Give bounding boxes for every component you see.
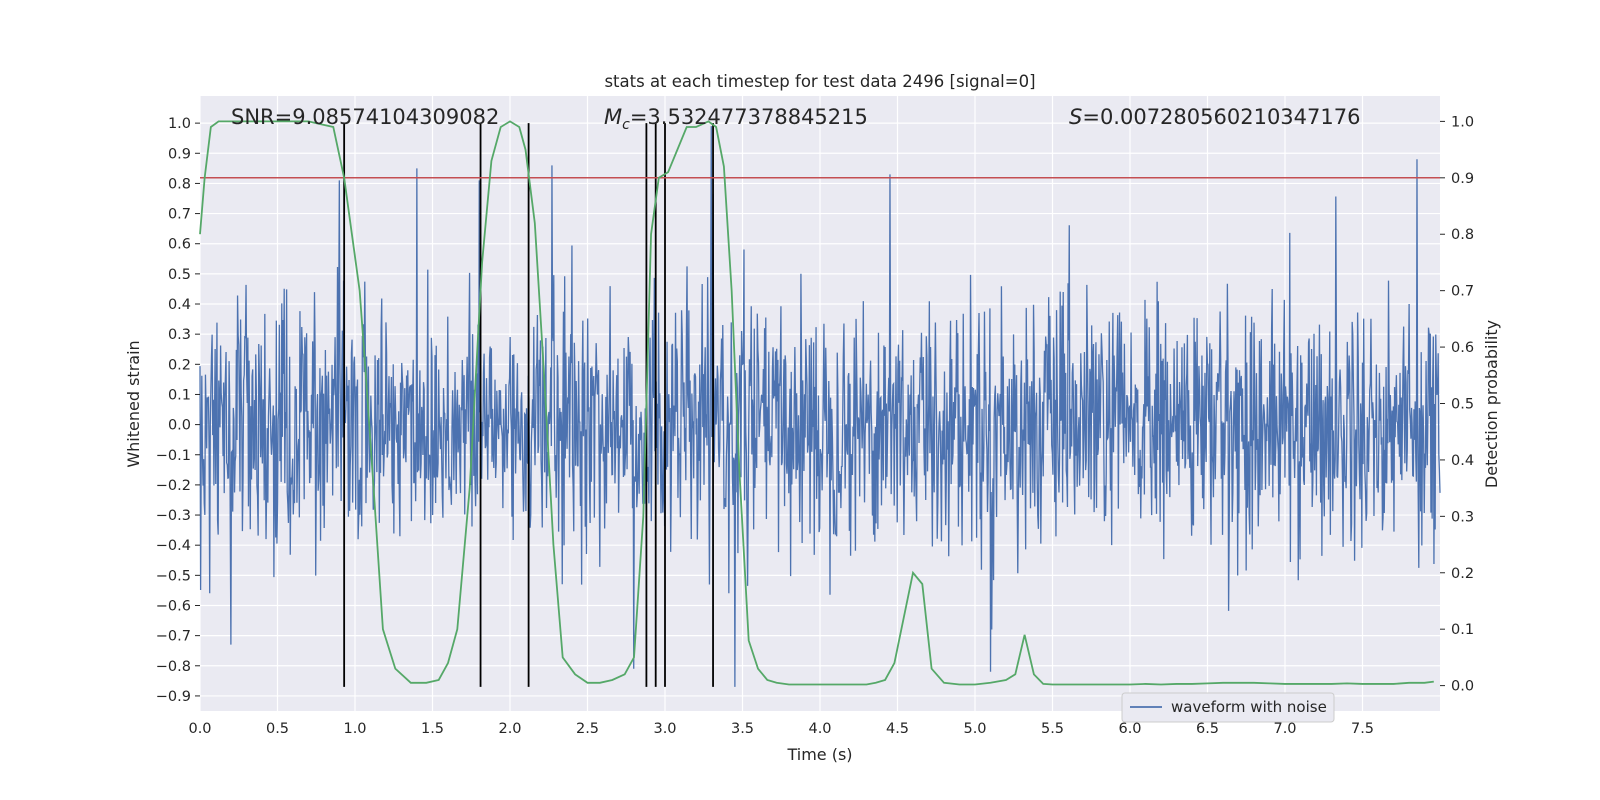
x-axis-label: Time (s) [786, 745, 852, 764]
probability-line [199, 120, 1434, 686]
y-tick-label-10: 0.1 [168, 387, 191, 403]
x-tick-label-10: 5.0 [963, 721, 986, 737]
y-axis-label: Whitened strain [124, 340, 143, 467]
y-tick-label-4: −0.5 [156, 568, 191, 584]
y-axis-ticks: −0.9 −0.8 −0.7 −0.6 −0.5 −0.4 −0.3 −0.2 −0.1 0.0 0… [156, 116, 200, 705]
x-tick-label-12: 6.0 [1118, 721, 1141, 737]
y-tick-label-11: 0.2 [168, 357, 191, 373]
y-tick-label-6: −0.3 [156, 508, 191, 524]
x-tick-label-8: 4.0 [808, 721, 831, 737]
y2-tick-label-3: 0.3 [1451, 509, 1474, 525]
x-tick-label-1: 0.5 [266, 721, 289, 737]
y2-axis-ticks: 0.0 0.1 0.2 0.3 0.4 0.5 0.6 0.7 0.8 0.9 1.0 [1440, 114, 1474, 695]
waveform-series [199, 126, 1441, 687]
x-tick-label-13: 6.5 [1196, 721, 1219, 737]
y2-tick-label-10: 1.0 [1451, 114, 1474, 130]
y2-tick-label-1: 0.1 [1451, 622, 1474, 638]
y2-tick-label-2: 0.2 [1451, 566, 1474, 582]
chirp-mass-value: =3.532477378845215 [630, 105, 868, 129]
vertical-markers [343, 123, 714, 687]
legend-entry: waveform with noise [1171, 698, 1327, 716]
chirp-mass-subscript: c [622, 117, 630, 133]
chart-title: stats at each timestep for test data 249… [604, 72, 1035, 91]
x-tick-label-3: 1.5 [421, 721, 444, 737]
y-tick-label-3: −0.6 [156, 598, 191, 614]
x-tick-label-9: 4.5 [886, 721, 909, 737]
y2-tick-label-8: 0.8 [1451, 227, 1474, 243]
x-tick-label-0: 0.0 [188, 721, 211, 737]
y2-axis-label: Detection probability [1482, 320, 1501, 488]
y-tick-label-18: 0.9 [168, 146, 191, 162]
y-tick-label-7: −0.2 [156, 478, 191, 494]
x-tick-label-11: 5.5 [1041, 721, 1064, 737]
y2-tick-label-6: 0.6 [1451, 340, 1474, 356]
y2-tick-label-0: 0.0 [1451, 679, 1474, 695]
y-tick-label-5: −0.4 [156, 538, 191, 554]
y2-tick-label-4: 0.4 [1451, 453, 1474, 469]
y-tick-label-0: −0.9 [156, 689, 191, 705]
snr-annotation: SNR=9.08574104309082 [231, 105, 499, 129]
y-tick-label-13: 0.4 [168, 297, 191, 313]
x-tick-label-4: 2.0 [498, 721, 521, 737]
score-value: =0.007280560210347176 [1082, 105, 1360, 129]
chirp-mass-annotation: Mc=3.532477378845215 [604, 105, 868, 133]
y-tick-label-8: −0.1 [156, 448, 191, 464]
y-tick-label-19: 1.0 [168, 116, 191, 132]
y-tick-label-1: −0.8 [156, 659, 191, 675]
x-tick-label-6: 3.0 [653, 721, 676, 737]
x-tick-label-7: 3.5 [731, 721, 754, 737]
y-tick-label-9: 0.0 [168, 418, 191, 434]
y-tick-label-15: 0.6 [168, 237, 191, 253]
x-tick-label-14: 7.0 [1273, 721, 1296, 737]
score-symbol: S [1069, 105, 1082, 129]
y2-tick-label-7: 0.7 [1451, 284, 1474, 300]
chirp-mass-symbol: M [604, 105, 622, 129]
probability-series [199, 120, 1434, 686]
y-tick-label-12: 0.3 [168, 327, 191, 343]
x-tick-label-2: 1.0 [343, 721, 366, 737]
y-tick-label-2: −0.7 [156, 629, 191, 645]
x-axis-ticks: 0.0 0.5 1.0 1.5 2.0 2.5 3.0 3.5 4.0 4.5 5.0 5.5 6.0 6… [188, 721, 1374, 737]
y-tick-label-16: 0.7 [168, 207, 191, 223]
x-tick-label-5: 2.5 [576, 721, 599, 737]
waveform-line [199, 126, 1441, 687]
score-annotation: S=0.007280560210347176 [1069, 105, 1360, 129]
legend-box [1121, 692, 1335, 723]
x-tick-label-15: 7.5 [1351, 721, 1374, 737]
legend: waveform with noise [1121, 692, 1335, 723]
y-tick-label-14: 0.5 [168, 267, 191, 283]
y2-tick-label-9: 0.9 [1451, 171, 1474, 187]
y-tick-label-17: 0.8 [168, 176, 191, 192]
y2-tick-label-5: 0.5 [1451, 397, 1474, 413]
